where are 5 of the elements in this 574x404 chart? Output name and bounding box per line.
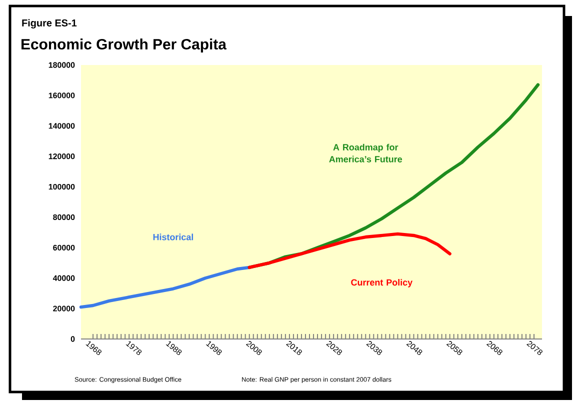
text: A Roadmap for America’s Future [329, 144, 402, 162]
text: Current Policy [351, 279, 412, 288]
text: Historical [153, 234, 193, 240]
chart-title: Economic Growth Per Capita [22, 38, 227, 52]
text: Figure ES-1 [22, 19, 77, 28]
